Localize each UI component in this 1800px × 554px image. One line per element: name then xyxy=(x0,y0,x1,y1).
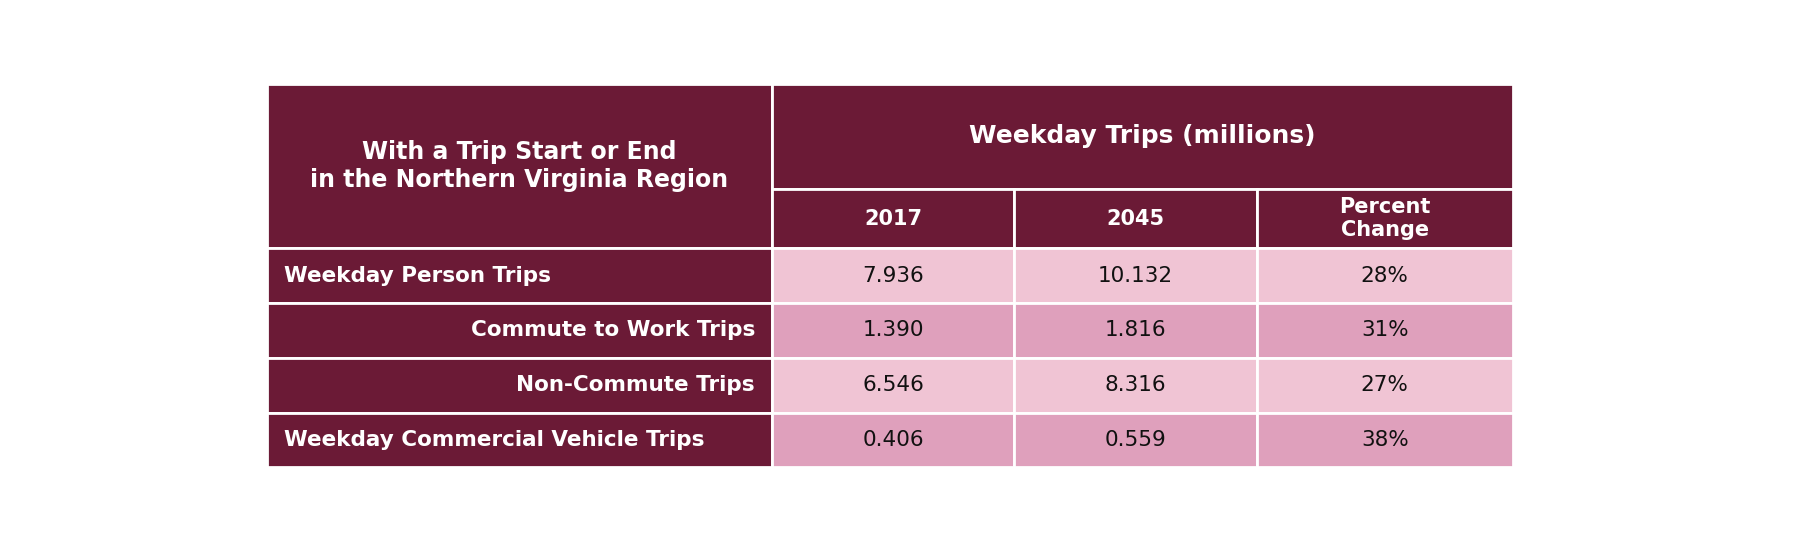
Text: Non-Commute Trips: Non-Commute Trips xyxy=(517,375,754,395)
Text: Percent
Change: Percent Change xyxy=(1339,197,1431,240)
Text: 0.559: 0.559 xyxy=(1105,430,1166,450)
Bar xyxy=(1256,303,1512,358)
Text: 2017: 2017 xyxy=(864,209,922,229)
Bar xyxy=(266,84,772,248)
Bar xyxy=(1256,358,1512,413)
Text: 31%: 31% xyxy=(1361,320,1409,341)
Text: 8.316: 8.316 xyxy=(1105,375,1166,395)
Bar xyxy=(772,84,1512,189)
Text: With a Trip Start or End
in the Northern Virginia Region: With a Trip Start or End in the Northern… xyxy=(310,140,729,192)
Bar xyxy=(266,303,772,358)
Bar xyxy=(772,358,1013,413)
Bar xyxy=(266,358,772,413)
Bar xyxy=(772,413,1013,468)
Text: 10.132: 10.132 xyxy=(1098,266,1174,286)
Text: 28%: 28% xyxy=(1361,266,1409,286)
Text: Commute to Work Trips: Commute to Work Trips xyxy=(470,320,754,341)
Bar xyxy=(1013,303,1256,358)
Bar xyxy=(266,248,772,303)
Bar xyxy=(1013,248,1256,303)
Text: 2045: 2045 xyxy=(1107,209,1165,229)
Bar xyxy=(266,413,772,468)
Bar xyxy=(1256,413,1512,468)
Bar xyxy=(1256,189,1512,248)
Text: 0.406: 0.406 xyxy=(862,430,923,450)
Text: 1.816: 1.816 xyxy=(1105,320,1166,341)
Text: Weekday Person Trips: Weekday Person Trips xyxy=(284,266,551,286)
Text: 1.390: 1.390 xyxy=(862,320,923,341)
Bar xyxy=(772,303,1013,358)
Bar xyxy=(772,189,1013,248)
Text: Weekday Trips (millions): Weekday Trips (millions) xyxy=(968,124,1316,148)
Bar xyxy=(1013,413,1256,468)
Bar xyxy=(1256,248,1512,303)
Bar xyxy=(1013,358,1256,413)
Bar xyxy=(772,248,1013,303)
Text: 27%: 27% xyxy=(1361,375,1409,395)
Text: 38%: 38% xyxy=(1361,430,1409,450)
Text: 6.546: 6.546 xyxy=(862,375,923,395)
Text: Weekday Commercial Vehicle Trips: Weekday Commercial Vehicle Trips xyxy=(284,430,704,450)
Bar xyxy=(1013,189,1256,248)
Text: 7.936: 7.936 xyxy=(862,266,923,286)
